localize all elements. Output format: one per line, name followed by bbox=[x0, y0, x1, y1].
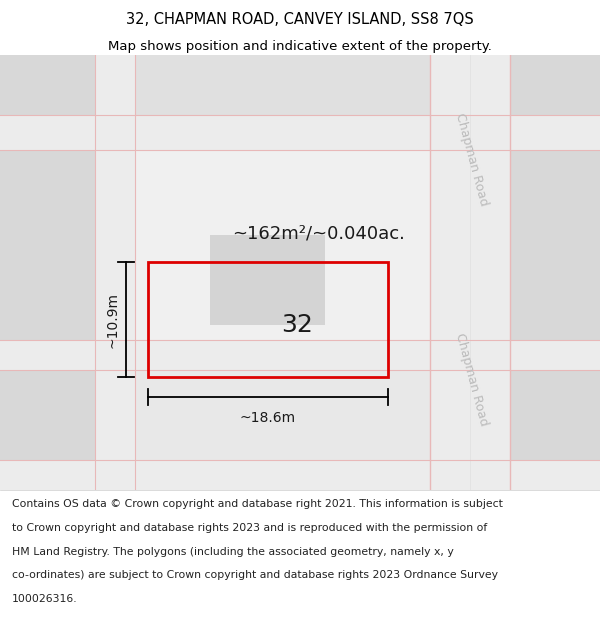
Text: ~162m²/~0.040ac.: ~162m²/~0.040ac. bbox=[232, 225, 405, 243]
Text: 32: 32 bbox=[281, 313, 313, 338]
Text: Chapman Road: Chapman Road bbox=[454, 332, 491, 428]
Bar bbox=[0, 370, 95, 460]
Bar bbox=[135, 55, 430, 115]
Bar bbox=[0, 115, 600, 150]
Text: to Crown copyright and database rights 2023 and is reproduced with the permissio: to Crown copyright and database rights 2… bbox=[12, 523, 487, 533]
Bar bbox=[430, 55, 510, 490]
Bar bbox=[0, 55, 95, 115]
Text: ~18.6m: ~18.6m bbox=[240, 411, 296, 425]
Text: Map shows position and indicative extent of the property.: Map shows position and indicative extent… bbox=[108, 39, 492, 52]
Text: ~10.9m: ~10.9m bbox=[106, 291, 120, 348]
Bar bbox=[510, 370, 600, 460]
Bar bbox=[0, 460, 600, 490]
Text: 100026316.: 100026316. bbox=[12, 594, 77, 604]
Text: 32, CHAPMAN ROAD, CANVEY ISLAND, SS8 7QS: 32, CHAPMAN ROAD, CANVEY ISLAND, SS8 7QS bbox=[126, 12, 474, 27]
Text: co-ordinates) are subject to Crown copyright and database rights 2023 Ordnance S: co-ordinates) are subject to Crown copyr… bbox=[12, 571, 498, 581]
Bar bbox=[135, 370, 430, 460]
Bar bbox=[210, 235, 325, 325]
Bar bbox=[0, 150, 95, 340]
Text: HM Land Registry. The polygons (including the associated geometry, namely x, y: HM Land Registry. The polygons (includin… bbox=[12, 547, 454, 557]
Bar bbox=[135, 150, 430, 340]
Bar bbox=[510, 55, 600, 115]
Text: Contains OS data © Crown copyright and database right 2021. This information is : Contains OS data © Crown copyright and d… bbox=[12, 499, 503, 509]
Text: Chapman Road: Chapman Road bbox=[454, 112, 491, 208]
Bar bbox=[95, 55, 135, 490]
Bar bbox=[148, 262, 388, 377]
Bar bbox=[510, 150, 600, 340]
Bar bbox=[0, 340, 600, 370]
